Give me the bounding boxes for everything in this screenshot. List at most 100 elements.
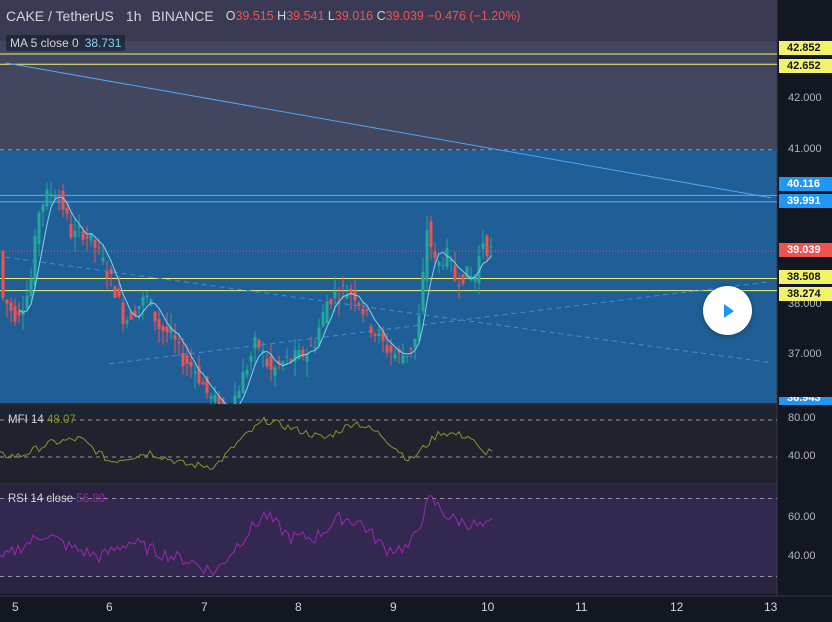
candle-body [193, 371, 197, 374]
candle-body [189, 361, 193, 367]
candle-body [433, 251, 437, 258]
time-tick: 10 [481, 600, 495, 614]
price-level-badge[interactable]: 38.508 [779, 270, 832, 284]
candle-body [113, 286, 117, 298]
rsi-tick: 60.00 [788, 511, 816, 523]
candle-body [213, 395, 217, 403]
candle-body [253, 337, 257, 349]
symbol-legend: CAKE / TetherUS 1h BINANCE O39.515 H39.5… [6, 8, 520, 24]
candle-body [105, 271, 109, 279]
candle-body [273, 367, 277, 376]
candle-body [313, 347, 317, 349]
time-tick: 8 [295, 600, 302, 614]
open-value: 39.515 [235, 9, 274, 23]
last-price-badge[interactable]: 39.039 [779, 243, 832, 257]
high-key: H [277, 9, 287, 23]
rsi-tick: 40.00 [788, 550, 816, 562]
candle-body [457, 285, 461, 287]
candle-body [185, 355, 189, 364]
price-level-badge-partial[interactable]: 36.943 [779, 397, 832, 405]
candle-body [245, 369, 249, 376]
candle-body [181, 352, 185, 366]
candle-body [337, 300, 341, 302]
candle-body [145, 295, 149, 298]
candle-body [173, 335, 177, 340]
symbol-title[interactable]: CAKE / TetherUS [6, 8, 114, 24]
candle-body [449, 259, 453, 262]
time-tick: 12 [670, 600, 684, 614]
candle-body [381, 331, 385, 342]
candle-body [237, 391, 241, 399]
candle-body [205, 376, 209, 393]
mfi-tick: 80.00 [788, 412, 816, 424]
rsi-band [0, 498, 777, 577]
candle-body [445, 247, 449, 267]
candle-body [261, 350, 265, 353]
candle-body [413, 338, 417, 348]
candle-body [389, 346, 393, 353]
candle-body [441, 264, 445, 267]
candle-body [121, 302, 125, 324]
candle-body [61, 190, 65, 210]
low-key: L [327, 9, 335, 23]
price-level-badge[interactable]: 40.116 [779, 177, 832, 191]
ma-value: 38.731 [84, 36, 122, 50]
candle-body [437, 261, 441, 266]
price-level-badge[interactable]: 42.852 [779, 41, 832, 55]
candle-body [325, 301, 329, 324]
candle-body [345, 294, 349, 299]
rsi-value: 56.89 [76, 493, 106, 505]
mfi-tick: 40.00 [788, 450, 816, 462]
interval-label[interactable]: 1h [125, 8, 142, 24]
price-tick: 38.000 [788, 298, 822, 310]
candle-body [465, 266, 469, 279]
candle-body [65, 207, 69, 214]
price-level-badge[interactable]: 38.274 [779, 287, 832, 301]
candle-body [217, 396, 221, 404]
candle-body [453, 265, 457, 281]
rsi-label: RSI 14 close [8, 493, 74, 505]
price-tick: 42.000 [788, 92, 822, 104]
ma-legend[interactable]: MA 5 close 0 38.731 [6, 35, 126, 51]
time-tick: 11 [575, 600, 588, 614]
candle-body [405, 355, 409, 357]
candle-body [57, 199, 61, 201]
rsi-pane [0, 495, 777, 577]
candle-body [109, 268, 113, 274]
candle-body [321, 311, 325, 327]
candle-body [461, 274, 465, 284]
candle-body [329, 299, 333, 305]
candle-body [17, 311, 21, 316]
price-level-badge[interactable]: 39.991 [779, 194, 832, 208]
change-value: −0.476 (−1.20%) [427, 9, 521, 23]
candle-body [37, 212, 41, 244]
price-level-badge[interactable]: 42.652 [779, 59, 832, 73]
price-tick: 37.000 [788, 348, 822, 360]
time-tick: 7 [201, 600, 208, 614]
mfi-legend[interactable]: MFI 14 48.07 [8, 414, 76, 426]
candle-body [489, 246, 493, 248]
candle-body [473, 275, 477, 282]
candle-body [241, 371, 245, 393]
time-tick: 6 [106, 600, 113, 614]
candle-body [277, 360, 281, 365]
upper-zone [0, 41, 777, 151]
candle-body [365, 309, 369, 311]
rsi-legend[interactable]: RSI 14 close 56.89 [8, 493, 105, 505]
candle-body [297, 349, 301, 359]
candle-body [425, 230, 429, 281]
exchange-label: BINANCE [151, 8, 214, 24]
low-value: 39.016 [334, 9, 374, 23]
candle-body [309, 345, 313, 347]
mfi-label: MFI 14 [8, 414, 44, 426]
candle-body [369, 326, 373, 334]
candle-body [257, 339, 261, 348]
candle-body [353, 290, 357, 301]
close-key: C [376, 9, 386, 23]
candle-body [289, 358, 293, 362]
candle-body [341, 284, 345, 286]
time-tick: 5 [12, 600, 19, 614]
candle-body [73, 230, 77, 238]
replay-play-button[interactable] [703, 286, 752, 335]
